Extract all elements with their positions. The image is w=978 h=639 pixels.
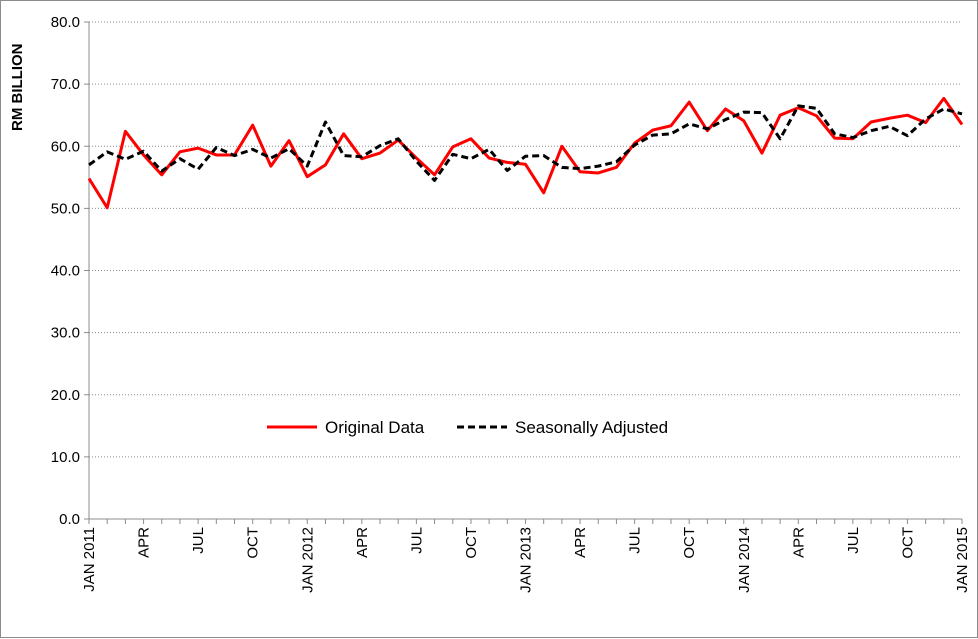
x-tick-label: JAN 2012 <box>299 527 316 593</box>
x-tick-label: JAN 2014 <box>736 527 753 593</box>
y-tick-label: 80.0 <box>51 14 80 31</box>
x-tick-label: APR <box>572 527 589 558</box>
x-tick-label: OCT <box>899 527 916 559</box>
axes: 0.0 10.0 20.0 30.0 40.0 50.0 60.0 70.0 80.0 JAN 2… <box>51 14 971 593</box>
legend-label-seasonal: Seasonally Adjusted <box>515 418 668 437</box>
x-tick-label: JUL <box>845 527 862 554</box>
x-tick-label: OCT <box>463 527 480 559</box>
y-tick-label: 70.0 <box>51 76 80 93</box>
series-line-original-data <box>87 96 964 210</box>
y-tick-label: 30.0 <box>51 325 80 342</box>
y-axis-title: RM BILLION <box>9 44 26 132</box>
y-tick-label: 0.0 <box>59 511 80 528</box>
y-tick-label: 50.0 <box>51 200 80 217</box>
y-tick-label: 60.0 <box>51 138 80 155</box>
x-tick-label: OCT <box>245 527 262 559</box>
x-tick-label: JUL <box>408 527 425 554</box>
y-tick-label: 10.0 <box>51 449 80 466</box>
legend: Original Data Seasonally Adjusted <box>267 418 668 437</box>
gridlines <box>89 21 962 458</box>
x-tick-label: JUL <box>190 527 207 554</box>
series-lines <box>87 96 964 210</box>
x-tick-label: APR <box>354 527 371 558</box>
y-tick-label: 40.0 <box>51 263 80 280</box>
x-tick-label: APR <box>136 527 153 558</box>
x-tick-label: APR <box>790 527 807 558</box>
x-tick-label: JAN 2013 <box>518 527 535 593</box>
y-tick-label: 20.0 <box>51 387 80 404</box>
x-tick-label: JAN 2011 <box>81 527 98 592</box>
x-tick-label: OCT <box>681 527 698 559</box>
x-tick-label: JUL <box>627 527 644 554</box>
series-line-seasonally-adjusted <box>88 104 963 182</box>
x-tick-label: JAN 2015 <box>954 527 971 593</box>
legend-label-original: Original Data <box>325 418 425 437</box>
